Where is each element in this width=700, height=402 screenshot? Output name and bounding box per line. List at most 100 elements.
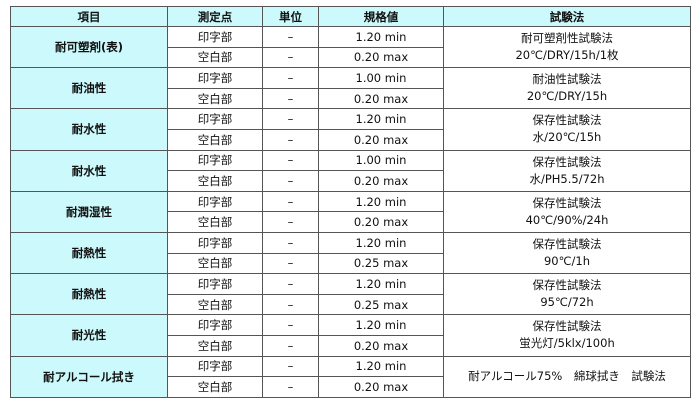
test-method-line: 90℃/1h [543,254,591,269]
test-method: 保存性試験法 水/PH5.5/72h [443,149,691,192]
header-item: 項目 [10,6,168,27]
test-item: 耐光性 [10,314,168,357]
unit: – [262,128,319,151]
unit: – [262,334,319,357]
measurement-point: 空白部 [167,170,263,192]
spec-value: 0.20 max [318,170,444,192]
spec-value: 0.20 max [318,87,444,110]
measurement-point: 印字部 [167,108,263,130]
spec-value: 1.00 min [318,67,444,89]
unit: – [262,190,319,213]
unit: – [262,46,319,69]
header-unit: 単位 [262,6,319,27]
spec-value: 1.20 min [318,273,444,295]
table-row: 耐熱性 印字部 –1.20 min 保存性試験法 90℃/1h [10,231,691,275]
measurement-point: 印字部 [167,26,263,48]
test-item: 耐油性 [10,67,168,110]
table-row: 空白部 –0.20 max [11,334,691,357]
test-method-line: 20℃/DRY/15h [526,89,608,104]
measurement-point: 空白部 [167,128,263,151]
test-method-line: 耐可塑剤性試験法 [521,31,613,46]
test-item: 耐水性 [10,108,168,151]
table-row: 耐水性 印字部 –1.00 min 保存性試験法 水/PH5.5/72h [10,149,691,192]
table-row: 耐熱性 印字部 –1.20 min 保存性試験法 95℃/72h [10,273,691,316]
measurement-point: 印字部 [167,67,263,89]
test-method-line: 保存性試験法 [532,319,602,334]
unit: – [262,355,319,378]
unit: – [262,252,319,275]
test-method-line: 保存性試験法 [532,195,602,210]
test-item: 耐熱性 [10,273,168,316]
spec-value: 0.20 max [318,376,444,398]
measurement-point: 空白部 [167,376,263,398]
measurement-point: 空白部 [167,293,263,316]
table-row: 耐可塑剤(表) 印字部 –1.20 min 耐可塑剤性試験法 20℃/DRY/15h/1… [10,25,691,69]
unit: – [262,273,319,295]
test-method-line: 保存性試験法 [532,154,602,169]
test-method-line: 保存性試験法 [532,237,602,252]
table-row: 耐水性 印字部 –1.20 min 保存性試験法 水/20℃/15h [10,108,691,151]
unit: – [262,376,319,398]
test-method-line: 保存性試験法 [532,278,602,293]
measurement-point: 空白部 [167,211,263,233]
measurement-point: 印字部 [167,190,263,213]
test-method: 耐可塑剤性試験法 20℃/DRY/15h/1枚 [443,25,691,69]
test-method-line: 20℃/DRY/15h/1枚 [515,48,619,63]
spec-value: 1.20 min [318,108,444,130]
test-item: 耐アルコール拭き [10,355,168,398]
test-method: 保存性試験法 40℃/90%/24h [443,190,691,233]
unit: – [262,108,319,130]
spec-value: 1.20 min [318,314,444,336]
unit: – [262,170,319,192]
unit: – [262,26,319,48]
spec-table: 項目 測定点 単位 規格値 試験法 耐可塑剤(表) 印字部 –1.20 min 耐可塑… [10,6,691,398]
spec-value: 0.20 max [318,46,444,69]
measurement-point: 印字部 [167,273,263,295]
table-row: 耐光性 印字部 –1.20 min 保存性試験法 蛍光灯/5klx/100h [10,314,691,357]
spec-value: 1.00 min [318,149,444,172]
unit: – [262,231,319,254]
test-method: 保存性試験法 水/20℃/15h [443,108,691,151]
measurement-point: 空白部 [167,87,263,110]
test-method: 保存性試験法 90℃/1h [443,231,691,275]
unit: – [262,211,319,233]
spec-value: 1.20 min [318,355,444,378]
table-row: 耐油性 印字部 –1.00 min 耐油性試験法 20℃/DRY/15h [10,67,691,110]
spec-value: 0.20 max [318,334,444,357]
test-item: 耐熱性 [10,231,168,275]
test-method-line: 95℃/72h [540,295,594,310]
measurement-point: 印字部 [167,355,263,378]
test-method: 耐アルコール75% 綿球拭き 試験法 [443,355,691,398]
spec-value: 0.20 max [318,128,444,151]
test-method-line: 水/PH5.5/72h [529,171,605,186]
test-method-line: 保存性試験法 [532,113,602,128]
test-item: 耐可塑剤(表) [10,25,168,69]
test-method-line: 40℃/90%/24h [525,212,609,227]
table-row: 空白部 –0.20 max [11,376,691,398]
measurement-point: 印字部 [167,231,263,254]
unit: – [262,293,319,316]
header-point: 測定点 [167,6,263,27]
test-item: 耐水性 [10,149,168,192]
spec-value: 1.20 min [318,26,444,48]
header-method: 試験法 [443,6,691,27]
test-method: 保存性試験法 95℃/72h [443,273,691,316]
unit: – [262,67,319,89]
test-method-line: 蛍光灯/5klx/100h [519,336,615,351]
measurement-point: 印字部 [167,314,263,336]
spec-value: 0.20 max [318,211,444,233]
test-method-line: 耐油性試験法 [532,72,602,87]
spec-value: 1.20 min [318,190,444,213]
unit: – [262,87,319,110]
test-method: 保存性試験法 蛍光灯/5klx/100h [443,314,691,357]
spec-value: 0.25 max [318,293,444,316]
unit: – [262,149,319,172]
spec-value: 1.20 min [318,231,444,254]
test-method-line: 耐アルコール75% 綿球拭き 試験法 [468,369,666,384]
header-row: 項目 測定点 単位 規格値 試験法 [10,6,691,27]
table-row: 空白部 –0.20 max [11,211,691,233]
test-method: 耐油性試験法 20℃/DRY/15h [443,67,691,110]
header-spec: 規格値 [318,6,444,27]
measurement-point: 空白部 [167,46,263,69]
measurement-point: 空白部 [167,252,263,275]
